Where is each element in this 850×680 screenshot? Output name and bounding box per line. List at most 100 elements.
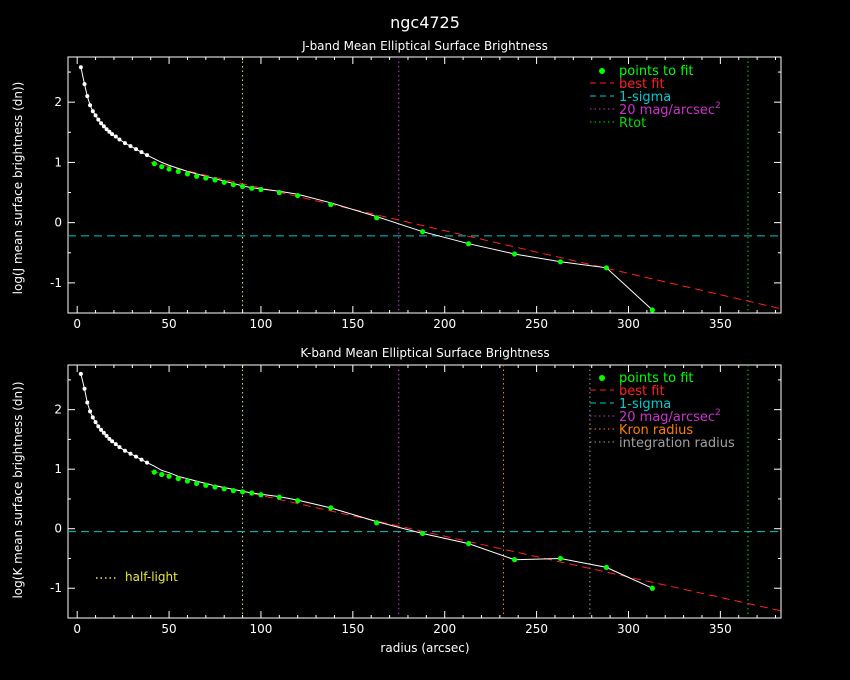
j-xtick-label: 250 [525,317,548,331]
k-xtick-label: 250 [525,622,548,636]
j-profile-point [133,147,138,152]
k-ytick-label: 0 [54,522,62,536]
k-profile-point [101,430,106,435]
x-axis-label: radius (arcsec) [380,641,469,655]
k-plot-frame [67,364,782,619]
k-fit-point [557,555,564,562]
k-profile-point [139,457,144,462]
k-profile-point [107,436,112,441]
k-profile-point [104,433,109,438]
k-xtick-label: 0 [73,622,81,636]
j-fit-point [203,175,209,181]
j-fit-point [603,265,610,271]
k-xtick-label: 100 [249,622,272,636]
k-ytick-label: -1 [50,581,62,595]
k-xtick-label: 200 [433,622,456,636]
k-legend-label-sup: 2 [715,408,721,418]
k-legend-label: Kron radius [619,423,693,438]
k-profile-point [93,420,98,425]
j-profile-point [104,127,109,132]
j-xtick-label: 350 [709,317,732,331]
j-fit-point [151,161,157,167]
j-profile-point [101,124,106,129]
k-profile-point [110,439,115,444]
j-plot-frame [67,56,782,314]
k-fit-point [374,520,380,526]
k-profile-point [99,427,104,432]
k-profile-point [90,415,95,420]
j-fit-point [249,185,255,191]
k-legend-label: points to fit [619,371,694,386]
k-profile-point [82,386,87,391]
k-fit-point [258,492,264,498]
j-band-ylabel: log(J mean surface brightness (dn)) [11,82,25,295]
j-fit-point [557,259,564,265]
k-fit-point [466,540,472,547]
j-xtick-label: 200 [433,317,456,331]
j-ytick-label: 0 [54,216,62,230]
j-fit-point [420,229,426,235]
k-xtick-label: 50 [161,622,176,636]
k-legend-label: 1-sigma [619,397,671,412]
j-ytick-label: -1 [50,276,62,290]
j-profile-point [88,103,93,108]
j-profile-point [122,141,127,146]
k-legend-label: best fit [619,384,665,399]
j-profile-point [85,94,90,99]
j-profile-point [113,134,118,139]
k-fit-point [649,585,655,591]
k-fit-point [194,480,200,487]
j-best-fit-line [150,161,782,310]
j-band-panel: J-band Mean Elliptical Surface Brightnes… [11,39,782,331]
k-fit-point [166,473,172,479]
j-fit-point [258,186,264,193]
k-ytick-label: 1 [54,462,62,476]
j-fit-point [184,171,191,177]
k-fit-point [230,488,236,494]
j-fit-point [194,173,200,179]
j-fit-point [230,182,236,188]
k-xtick-label: 350 [709,622,732,636]
j-profile-point [78,65,83,70]
k-fit-point [221,486,227,492]
j-xtick-label: 0 [73,317,81,331]
j-profile-point [99,121,104,126]
k-profile-point [128,451,133,456]
j-fit-point [466,241,472,247]
j-profile-point [93,113,98,118]
j-legend-label-sup: 2 [715,101,721,111]
k-fit-point [175,476,181,482]
k-fit-point [420,530,426,537]
j-fit-point [374,215,380,221]
j-legend-marker [599,68,605,74]
j-profile-point [90,109,95,114]
k-legend-marker [599,375,605,381]
k-profile-point [88,409,93,414]
k-profile-point [145,460,150,465]
half-light-annotation-label: half-light [125,570,178,584]
j-fit-point [295,192,301,199]
k-fit-point [239,489,246,495]
j-profile-point [128,144,133,149]
j-profile-point [96,117,101,122]
j-profile-point [117,137,122,142]
k-fit-point [276,494,282,500]
k-profile-point [113,442,118,447]
j-xtick-label: 50 [161,317,176,331]
k-band-ylabel: log(K mean surface brightness (dn)) [11,381,25,598]
k-fit-point [295,498,301,504]
k-band-title: K-band Mean Elliptical Surface Brightnes… [300,346,549,360]
k-profile-point [122,448,127,453]
k-fit-point [249,490,255,496]
k-profile-point [117,445,122,450]
k-legend-label: integration radius [619,436,735,451]
k-profile-point [133,454,138,459]
j-profile-point [110,132,115,137]
k-fit-point [511,557,518,563]
k-fit-point [159,471,165,478]
j-legend-label: 20 mag/arcsec2 [619,101,721,118]
j-fit-point [221,179,227,185]
j-fit-point [175,168,181,175]
